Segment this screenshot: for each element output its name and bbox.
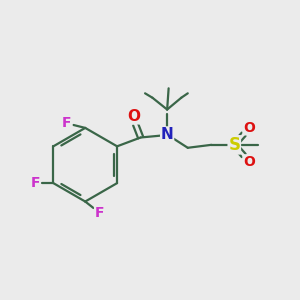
Text: O: O xyxy=(127,109,140,124)
Text: F: F xyxy=(62,116,72,130)
Text: F: F xyxy=(94,206,104,220)
Text: F: F xyxy=(30,176,40,190)
Text: O: O xyxy=(243,155,255,169)
Text: S: S xyxy=(228,136,240,154)
Text: N: N xyxy=(161,127,173,142)
Text: O: O xyxy=(243,121,255,135)
